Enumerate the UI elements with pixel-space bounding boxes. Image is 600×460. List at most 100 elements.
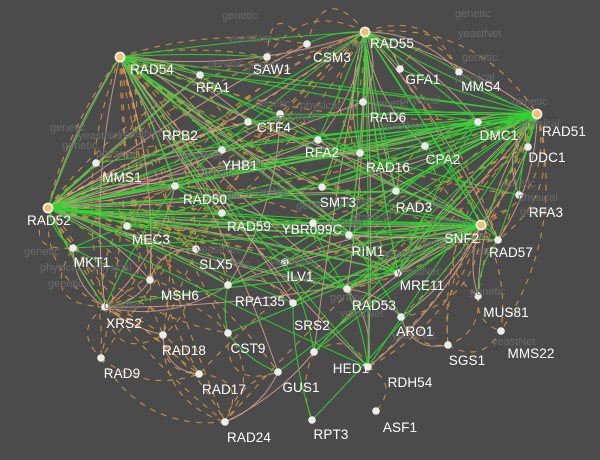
graph-node-ilv1[interactable] (281, 258, 289, 266)
edge-yeastnet (47, 207, 106, 308)
edge-genetic (321, 31, 366, 188)
graph-node-ddc1[interactable] (524, 143, 532, 151)
edge-yeastnet (47, 207, 350, 236)
graph-node-mkt1[interactable] (69, 244, 77, 252)
graph-node-asf1[interactable] (372, 407, 380, 415)
graph-node-rad55[interactable] (359, 26, 371, 38)
edge-genetic (198, 373, 234, 423)
edge-physical (119, 56, 152, 281)
graph-node-hed1[interactable] (310, 348, 318, 356)
edge-yeastnet (227, 113, 538, 286)
edge-yeastnet (221, 121, 479, 214)
edge-genetic (104, 306, 226, 423)
edge-genetic (266, 20, 366, 58)
edge-physical (119, 56, 279, 373)
graph-node-aro1[interactable] (397, 313, 405, 321)
edge-yeastnet (346, 224, 482, 290)
graph-node-sgs1[interactable] (444, 341, 452, 349)
edge-physical (321, 113, 538, 188)
edge-yeastnet (126, 222, 482, 227)
edge-yeastnet (348, 31, 366, 236)
graph-node-cpa2[interactable] (421, 142, 429, 150)
edge-yeastnet (364, 31, 460, 73)
graph-node-rad50[interactable] (171, 182, 179, 190)
graph-node-rad18[interactable] (159, 331, 167, 339)
graph-node-rfa2[interactable] (314, 136, 322, 144)
edge-yeastnet (47, 56, 121, 209)
graph-node-mms4[interactable] (455, 68, 463, 76)
graph-node-rdh54[interactable] (364, 363, 372, 371)
graph-node-rpa135[interactable] (224, 281, 232, 289)
graph-node-csm3[interactable] (303, 40, 311, 48)
edge-genetic (195, 248, 229, 286)
edge-physical (348, 224, 482, 239)
graph-node-rfa1[interactable] (196, 71, 204, 79)
edge-genetic (447, 330, 502, 353)
graph-node-rpb2[interactable] (244, 118, 252, 126)
edge-genetic (47, 207, 106, 308)
graph-node-snf2[interactable] (475, 219, 487, 231)
edge-yeastnet (346, 113, 538, 290)
edge-yeastnet (399, 68, 538, 115)
edge-yeastnet (321, 186, 397, 193)
graph-node-slx5[interactable] (192, 245, 200, 253)
edge-genetic (47, 207, 226, 423)
graph-node-ybr099c[interactable] (309, 219, 317, 227)
graph-node-rad52[interactable] (42, 202, 54, 214)
graph-node-rad59[interactable] (218, 209, 226, 217)
edge-yeastnet (311, 224, 482, 421)
graph-node-rad16[interactable] (356, 149, 364, 157)
edge-genetic (104, 306, 164, 345)
graph-node-srs2[interactable] (289, 299, 297, 307)
edge-genetic (400, 316, 449, 347)
graph-node-rim1[interactable] (345, 231, 353, 239)
edge-genetic (424, 145, 499, 241)
graph-node-rad54[interactable] (114, 51, 126, 63)
graph-node-rad3[interactable] (392, 187, 400, 195)
graph-node-rpt3[interactable] (308, 416, 316, 424)
graph-node-rad17[interactable] (195, 370, 203, 378)
edge-physical (47, 139, 319, 209)
graph-node-yhb1[interactable] (218, 146, 226, 154)
edge-physical (224, 351, 315, 423)
graph-node-cst9[interactable] (224, 329, 232, 337)
edge-genetic (162, 334, 200, 375)
graph-node-mec3[interactable] (123, 222, 131, 230)
graph-node-mre11[interactable] (394, 269, 402, 277)
graph-node-rad53[interactable] (343, 285, 351, 293)
graph-node-ctf4[interactable] (276, 110, 284, 118)
node-group[interactable] (42, 26, 543, 426)
edge-yeastnet (321, 31, 366, 188)
graph-node-rad9[interactable] (97, 354, 105, 362)
graph-node-rad57[interactable] (494, 236, 502, 244)
graph-node-mms22[interactable] (497, 327, 505, 335)
graph-node-rad51[interactable] (531, 108, 543, 120)
edge-genetic (47, 56, 121, 209)
edge-yeastnet (348, 113, 538, 236)
graph-node-saw1[interactable] (263, 53, 271, 61)
edge-genetic (306, 8, 366, 45)
edge-physical (47, 43, 308, 209)
edge-yeastnet (317, 31, 366, 141)
graph-node-dmc1[interactable] (474, 118, 482, 126)
edge-genetic (399, 44, 460, 73)
graph-node-xrs2[interactable] (101, 303, 109, 311)
edge-physical (104, 284, 229, 312)
edge-yeastnet (126, 225, 197, 250)
graph-node-msh6[interactable] (146, 276, 154, 284)
graph-node-mus81[interactable] (474, 292, 482, 300)
graph-node-rfa3[interactable] (515, 191, 523, 199)
graph-node-gus1[interactable] (274, 368, 282, 376)
graph-node-rad6[interactable] (359, 98, 367, 106)
graph-node-gfa1[interactable] (396, 65, 404, 73)
graph-node-mms1[interactable] (92, 159, 100, 167)
edge-genetic (397, 113, 538, 274)
graph-node-rad24[interactable] (221, 418, 229, 426)
graph-node-smt3[interactable] (318, 183, 326, 191)
edge-genetic (104, 31, 366, 308)
edge-genetic (47, 207, 499, 253)
edge-physical (119, 31, 366, 63)
edge-genetic (47, 207, 223, 223)
edge-genetic (119, 56, 226, 423)
